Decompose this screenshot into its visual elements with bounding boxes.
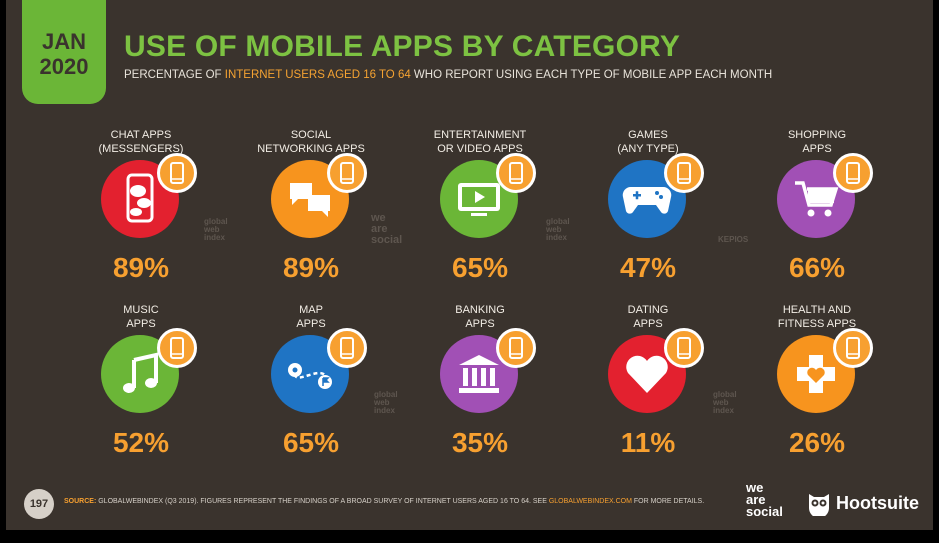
- category-value: 65%: [451, 252, 509, 283]
- watermark-kepios: KEPIOS: [718, 235, 749, 244]
- category-value: 89%: [282, 252, 340, 283]
- date-year: 2020: [39, 54, 89, 79]
- page-number: 197: [24, 489, 54, 519]
- category-label: SHOPPING APPS: [787, 129, 847, 155]
- category-label: HEALTH AND FITNESS APPS: [777, 304, 857, 330]
- date-badge: JAN 2020: [22, 0, 106, 104]
- smartphone-icon: [833, 153, 873, 193]
- video-play-icon: [440, 160, 518, 238]
- page-title: USE OF MOBILE APPS BY CATEGORY: [124, 30, 681, 63]
- category-label: DATING APPS: [627, 304, 669, 330]
- smartphone-icon: [496, 153, 536, 193]
- category-label: BANKING APPS: [455, 304, 505, 330]
- category-games: GAMES (ANY TYPE) 47%: [568, 128, 728, 283]
- category-value: 11%: [620, 427, 676, 458]
- category-value: 47%: [619, 252, 677, 283]
- shopping-cart-icon: [777, 160, 855, 238]
- category-label: SOCIAL NETWORKING APPS: [257, 129, 365, 155]
- category-value: 52%: [112, 427, 170, 458]
- smartphone-icon: [157, 153, 197, 193]
- category-value: 89%: [112, 252, 170, 283]
- category-value: 65%: [282, 427, 340, 458]
- watermark-globalwebindex: global web index: [713, 390, 737, 415]
- category-value: 66%: [788, 252, 846, 283]
- smartphone-icon: [327, 153, 367, 193]
- watermark-globalwebindex: global web index: [204, 217, 228, 242]
- category-label: MAP APPS: [296, 304, 326, 330]
- category-banking: BANKING APPS 35%: [400, 303, 560, 458]
- wearesocial-logo: we are social: [746, 480, 783, 519]
- smartphone-icon: [157, 328, 197, 368]
- category-shopping: SHOPPING APPS 66%: [737, 128, 897, 283]
- category-music: MUSIC APPS 52%: [61, 303, 221, 458]
- watermark-wearesocial: we are social: [371, 212, 403, 246]
- category-label: CHAT APPS (MESSENGERS): [98, 129, 184, 155]
- chat-phone-icon: [101, 160, 179, 238]
- hootsuite-logo: Hootsuite: [806, 490, 919, 516]
- slide: JAN 2020 USE OF MOBILE APPS BY CATEGORY …: [6, 0, 933, 530]
- category-label: MUSIC APPS: [123, 304, 159, 330]
- watermark-globalwebindex: global web index: [374, 390, 398, 415]
- smartphone-icon: [664, 153, 704, 193]
- source-note: SOURCE: GLOBALWEBINDEX (Q3 2019). FIGURE…: [64, 498, 705, 505]
- owl-icon: [809, 494, 829, 516]
- source-link[interactable]: GLOBALWEBINDEX.COM: [548, 498, 632, 505]
- smartphone-icon: [833, 328, 873, 368]
- subtitle-highlight: INTERNET USERS AGED 16 TO 64: [224, 69, 411, 81]
- category-dating: DATING APPS 11%: [568, 303, 728, 458]
- category-label: ENTERTAINMENT OR VIDEO APPS: [433, 129, 527, 155]
- smartphone-icon: [496, 328, 536, 368]
- category-value: 35%: [451, 427, 509, 458]
- category-value: 26%: [788, 427, 846, 458]
- category-map: MAP APPS 65%: [231, 303, 391, 458]
- category-health-fitness: HEALTH AND FITNESS APPS 26%: [737, 303, 897, 458]
- category-entertainment: ENTERTAINMENT OR VIDEO APPS 65%: [400, 128, 560, 283]
- date-month: JAN: [41, 29, 86, 54]
- watermark-globalwebindex: global web index: [546, 217, 570, 242]
- smartphone-icon: [327, 328, 367, 368]
- category-chat-apps: CHAT APPS (MESSENGERS) 89%: [61, 128, 221, 283]
- page-subtitle: PERCENTAGE OF INTERNET USERS AGED 16 TO …: [124, 69, 773, 81]
- category-label: GAMES (ANY TYPE): [617, 129, 679, 155]
- smartphone-icon: [664, 328, 704, 368]
- category-social-networking: SOCIAL NETWORKING APPS 89%: [231, 128, 391, 283]
